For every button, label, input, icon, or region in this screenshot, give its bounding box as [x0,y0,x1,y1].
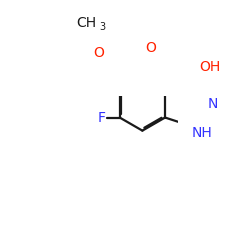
Text: O: O [146,42,156,56]
Text: 3: 3 [100,22,105,32]
Text: CH: CH [76,16,96,30]
Text: F: F [98,110,106,124]
Text: N: N [207,98,218,112]
Text: OH: OH [200,60,221,74]
Text: O: O [93,46,104,60]
Text: NH: NH [192,126,212,140]
